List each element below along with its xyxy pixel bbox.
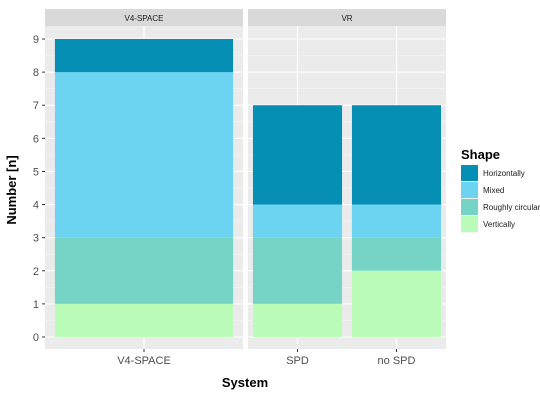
y-tick-label: 3 xyxy=(33,233,39,245)
y-tick-label: 9 xyxy=(33,34,39,46)
legend: Shape Horizontally Mixed Roughly circular V… xyxy=(461,147,540,233)
bar-segment-roughly-circular xyxy=(351,237,442,271)
y-tick-label: 0 xyxy=(33,332,39,344)
facet-strip-label: VR xyxy=(341,14,352,23)
facet-panel-v4-space: V4-SPACE V4-SPACE xyxy=(45,9,243,367)
legend-swatch xyxy=(461,199,478,215)
legend-label: Vertically xyxy=(483,220,515,229)
y-tick-label: 5 xyxy=(33,166,39,178)
y-tick-label: 1 xyxy=(33,299,39,311)
y-tick-label: 8 xyxy=(33,67,39,79)
x-tick-label: V4-SPACE xyxy=(117,355,171,367)
facet-panels: V4-SPACE V4-SPACE VR SPD no SPD xyxy=(45,9,446,367)
bar-segment-vertically xyxy=(351,270,442,337)
facet-strip xyxy=(45,9,243,26)
legend-label: Roughly circular xyxy=(483,203,540,212)
x-tick-label: SPD xyxy=(286,355,309,367)
bar-segment-vertically xyxy=(252,303,343,337)
x-axis-title: System xyxy=(222,375,268,390)
legend-swatch xyxy=(461,216,478,232)
y-tick-label: 4 xyxy=(33,200,39,212)
legend-label: Horizontally xyxy=(483,169,525,178)
legend-title: Shape xyxy=(461,147,500,162)
legend-label: Mixed xyxy=(483,186,504,195)
bar-segment-mixed xyxy=(351,204,442,238)
bar-segment-mixed xyxy=(54,72,234,238)
facet-strip xyxy=(248,9,446,26)
y-axis-title: Number [n] xyxy=(4,155,19,224)
bar-segment-horizontally xyxy=(351,105,442,205)
facet-strip-label: V4-SPACE xyxy=(125,14,164,23)
bar-segment-horizontally xyxy=(54,39,234,73)
y-tick-label: 7 xyxy=(33,100,39,112)
legend-swatch xyxy=(461,165,478,181)
legend-swatch xyxy=(461,182,478,198)
bar-segment-roughly-circular xyxy=(252,237,343,304)
facet-panel-vr: VR SPD no SPD xyxy=(248,9,446,367)
x-tick-label: no SPD xyxy=(378,355,416,367)
bar-segment-roughly-circular xyxy=(54,237,234,304)
y-tick-label: 2 xyxy=(33,266,39,278)
bar-segment-horizontally xyxy=(252,105,343,205)
bar-segment-mixed xyxy=(252,204,343,238)
y-tick-label: 6 xyxy=(33,133,39,145)
y-axis: 0 1 2 3 4 5 6 7 8 9 xyxy=(33,34,45,344)
bar-segment-vertically xyxy=(54,303,234,337)
